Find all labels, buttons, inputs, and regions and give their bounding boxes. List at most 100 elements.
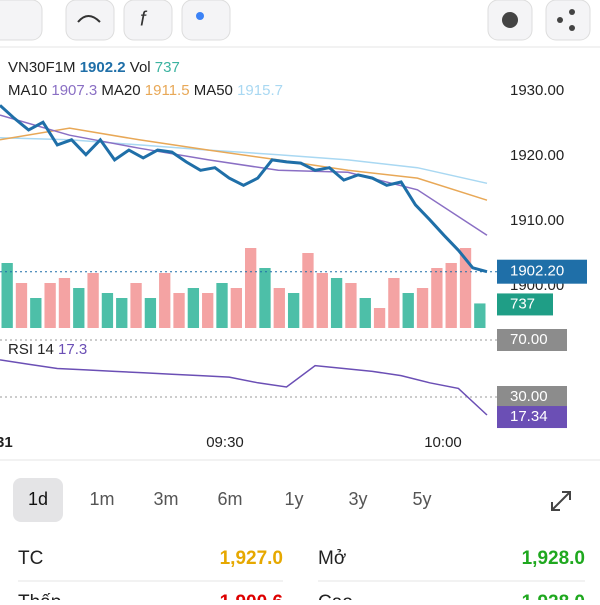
- volume-bar: [273, 288, 285, 328]
- magic-icon: [196, 12, 204, 20]
- volume-bar: [316, 273, 328, 328]
- tabs: 1d 1m 3m 6m 1y 3y 5y: [13, 478, 432, 522]
- rsi-tag-bg: [497, 386, 567, 408]
- volume-bar: [416, 288, 429, 328]
- ma-value: 1911.5: [145, 82, 190, 99]
- rsi-value: 17.3: [58, 341, 87, 358]
- share-icon: [557, 17, 563, 23]
- volume-bar: [373, 308, 386, 328]
- stat-label: Cao: [318, 592, 353, 600]
- y-tick-label: 1920.00: [510, 147, 564, 164]
- tab[interactable]: 3m: [153, 489, 178, 509]
- rsi-tag: 17.34: [510, 408, 548, 425]
- line-icon: [77, 15, 101, 23]
- volume-tag: 737: [510, 295, 535, 312]
- volume-tag-bg: [497, 293, 553, 316]
- share-button[interactable]: [545, 0, 591, 41]
- rsi-level-label: 30.00: [510, 388, 548, 405]
- gear-icon: [502, 12, 518, 28]
- fx-button[interactable]: [123, 0, 173, 41]
- volume-bar: [287, 293, 300, 328]
- share-icon: [569, 9, 575, 15]
- volume-bar: [459, 248, 472, 328]
- legend: VN30F1M 1902.2 Vol 737: [8, 59, 180, 76]
- ma-line: [0, 114, 488, 236]
- volume-bar: [431, 268, 443, 328]
- rsi-tag-bg: [497, 329, 567, 351]
- toolbar: [0, 0, 591, 41]
- volume-bar: [474, 303, 486, 328]
- stats: TC 1,927.0 Mở 1,928.0 Thấp 1,900.6 Cao 1,928.0: [18, 548, 585, 605]
- vol-label: Vol: [130, 59, 151, 76]
- symbol: VN30F1M: [8, 59, 76, 76]
- volume-bar: [330, 278, 343, 328]
- price-tag: 1902.20: [510, 263, 564, 280]
- tab[interactable]: 5y: [412, 489, 431, 509]
- line-button[interactable]: [65, 0, 115, 41]
- rsi-tag-bg: [497, 406, 567, 429]
- volume-bar: [259, 268, 271, 328]
- volume-bar: [44, 283, 56, 328]
- stat-value: 1,900.6: [220, 592, 283, 600]
- rsi-label: RSI 14: [8, 341, 54, 358]
- tab[interactable]: 1y: [284, 489, 303, 509]
- tab[interactable]: 3y: [348, 489, 367, 509]
- volume-bar: [87, 273, 99, 328]
- price-tag-bg: [497, 259, 587, 284]
- volume-bar: [230, 288, 242, 328]
- volume-bar: [15, 283, 28, 328]
- tab[interactable]: 6m: [217, 489, 242, 509]
- ma-line: [0, 137, 488, 185]
- tab[interactable]: 1d: [28, 489, 48, 509]
- stat-label: Thấp: [18, 592, 61, 600]
- rsi-legend: RSI 14 17.3: [8, 341, 87, 358]
- volume-bar: [402, 293, 414, 328]
- legend: MA10 1907.3 MA20 1911.5 MA50 1915.7: [8, 82, 283, 99]
- volume-bar: [388, 278, 400, 328]
- ma-label: MA20: [101, 82, 140, 99]
- volume-bar: [173, 293, 185, 328]
- y-tick-label: 1930.00: [510, 82, 564, 99]
- stat-value: 1,928.0: [522, 592, 585, 600]
- volume-bar: [445, 263, 457, 328]
- volume-bar: [58, 278, 71, 328]
- volume-bar: [101, 293, 114, 328]
- volume-bar: [187, 288, 200, 328]
- volume-bar: [216, 283, 228, 328]
- time-label: 10:00: [424, 434, 462, 451]
- rsi-line: [0, 359, 488, 416]
- tab[interactable]: 1m: [89, 489, 114, 509]
- volume-bar: [130, 283, 142, 328]
- date-label: 31: [0, 434, 13, 451]
- volume-bar: [116, 298, 128, 328]
- volume-bar: [345, 283, 357, 328]
- price-line: [0, 104, 488, 274]
- volume-bar: [302, 253, 314, 328]
- volume-bar: [159, 273, 171, 328]
- volume-bar: [359, 298, 371, 328]
- chart: 1930.001920.001910.001900.001902.2073770…: [0, 82, 587, 429]
- expand-icon[interactable]: [551, 491, 571, 511]
- stat-label: Mở: [318, 548, 346, 569]
- vol: 737: [155, 59, 180, 76]
- fx-icon: f: [140, 8, 148, 30]
- magic-button[interactable]: [181, 0, 231, 41]
- ma-value: 1915.7: [237, 82, 283, 99]
- price: 1902.2: [80, 59, 126, 76]
- volume-bar: [245, 248, 257, 328]
- tab-active: [13, 478, 63, 522]
- stat-value: 1,928.0: [522, 548, 585, 569]
- volume-bar: [202, 293, 214, 328]
- ma-line: [0, 127, 488, 201]
- y-tick-label: 1910.00: [510, 212, 564, 229]
- rsi-level-label: 70.00: [510, 331, 548, 348]
- ma-label: MA50: [194, 82, 233, 99]
- stat-label: TC: [18, 548, 43, 569]
- share-icon: [569, 25, 575, 31]
- time-label: 09:30: [206, 434, 244, 451]
- ma-label: MA10: [8, 82, 47, 99]
- stat-value: 1,927.0: [220, 548, 283, 569]
- hand-button[interactable]: [0, 0, 43, 41]
